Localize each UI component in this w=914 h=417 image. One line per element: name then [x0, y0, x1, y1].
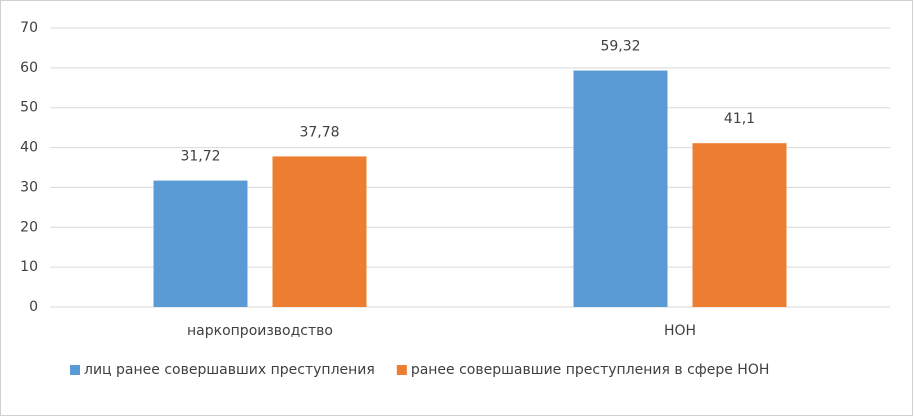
y-tick-label: 10 [20, 259, 38, 275]
y-tick-label: 50 [20, 100, 38, 116]
y-tick-label: 70 [20, 20, 38, 36]
x-tick-label: наркопроизводство [187, 323, 333, 339]
bar [692, 143, 787, 307]
bar [272, 156, 367, 307]
legend-label: ранее совершавшие преступления в сфере Н… [411, 362, 770, 378]
y-tick-label: 40 [20, 140, 38, 156]
x-tick-label: НОН [664, 323, 696, 339]
y-tick-label: 20 [20, 219, 38, 235]
y-tick-label: 0 [29, 299, 38, 315]
y-tick-label: 60 [20, 60, 38, 76]
bar [573, 70, 668, 307]
legend-swatch [70, 365, 80, 375]
bar [153, 180, 248, 307]
y-tick-label: 30 [20, 179, 38, 195]
data-label: 59,32 [600, 39, 640, 55]
data-label: 41,1 [724, 111, 755, 127]
data-label: 31,72 [180, 149, 220, 165]
legend-label: лиц ранее совершавших преступления [84, 362, 375, 378]
legend-swatch [396, 365, 407, 375]
data-label: 37,78 [299, 124, 339, 140]
